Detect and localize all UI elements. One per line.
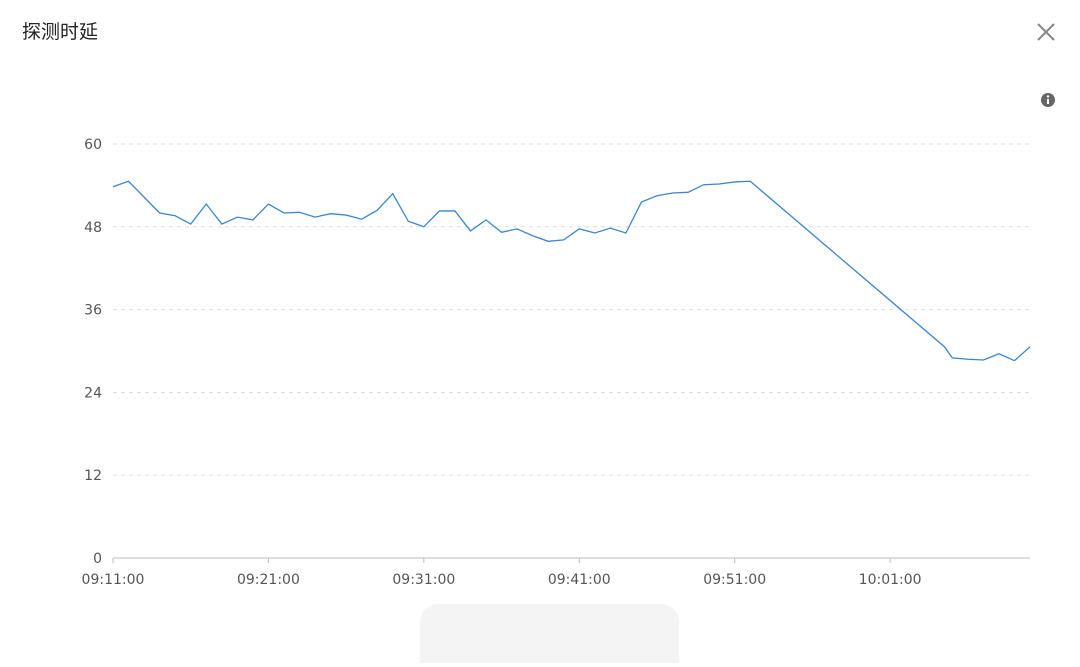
data-line — [112, 180, 1031, 362]
x-tick-label: 10:01:00 — [859, 572, 922, 588]
y-tick-label: 12 — [84, 468, 102, 484]
plot: 0 12 24 36 48 60 09:11:00 09:21:00 09:31:00 09:41… — [82, 137, 1031, 588]
y-tick-label: 24 — [84, 385, 102, 401]
info-icon[interactable] — [1041, 93, 1055, 107]
x-tick-label: 09:11:00 — [82, 572, 145, 588]
chart-title: 探测时延 — [22, 21, 98, 43]
placeholder-panel — [420, 604, 679, 667]
y-tick-label: 0 — [93, 551, 102, 567]
y-tick-label: 60 — [84, 137, 102, 153]
y-tick-label: 36 — [84, 303, 102, 319]
x-tick-label: 09:31:00 — [392, 572, 455, 588]
y-tick-label: 48 — [84, 220, 102, 236]
x-tick-label: 09:41:00 — [548, 572, 611, 588]
close-button[interactable] — [1037, 23, 1055, 41]
x-tick-label: 09:51:00 — [703, 572, 766, 588]
x-tick-label: 09:21:00 — [237, 572, 300, 588]
